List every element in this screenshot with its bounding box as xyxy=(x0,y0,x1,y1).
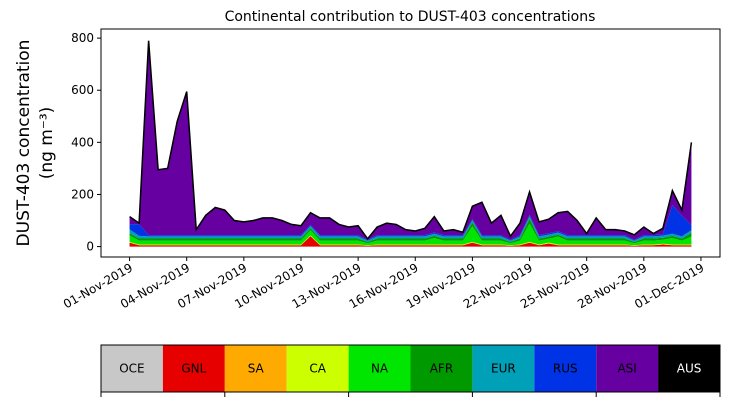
legend-swatch xyxy=(348,345,411,392)
legend-label: NA xyxy=(371,362,389,376)
chart-title: Continental contribution to DUST-403 con… xyxy=(225,9,596,25)
legend-label: EUR xyxy=(491,362,516,376)
y-tick-label: 200 xyxy=(71,187,94,201)
legend-swatch xyxy=(534,345,597,392)
legend-swatch xyxy=(101,345,163,392)
legend-label: CA xyxy=(309,362,326,376)
legend-label: RUS xyxy=(553,362,578,376)
legend-label: GNL xyxy=(181,362,206,376)
legend-swatch xyxy=(286,345,349,392)
legend-label: ASI xyxy=(617,362,636,376)
legend-swatch xyxy=(224,345,287,392)
y-axis-label: DUST-403 concentration xyxy=(14,40,34,247)
legend-label: AFR xyxy=(430,362,453,376)
legend-label: AUS xyxy=(677,362,702,376)
legend-label: SA xyxy=(248,362,265,376)
plot-frame xyxy=(100,28,721,258)
area xyxy=(129,40,692,240)
legend-swatch xyxy=(658,345,720,392)
y-tick-label: 400 xyxy=(71,135,94,149)
area xyxy=(129,236,692,247)
area xyxy=(129,216,692,242)
legend-swatch xyxy=(410,345,473,392)
legend-swatch xyxy=(472,345,535,392)
y-tick-label: 0 xyxy=(86,240,94,254)
y-tick-label: 800 xyxy=(71,31,94,45)
legend-swatch xyxy=(596,345,659,392)
area xyxy=(129,218,692,244)
y-tick-label: 600 xyxy=(71,83,94,97)
area xyxy=(129,235,692,246)
legend-frame xyxy=(100,344,721,393)
legend-label: OCE xyxy=(119,362,144,376)
y-axis-label: (ng m⁻³) xyxy=(37,107,57,180)
area xyxy=(129,223,692,246)
legend-swatch xyxy=(162,345,225,392)
total-outline xyxy=(129,40,693,240)
